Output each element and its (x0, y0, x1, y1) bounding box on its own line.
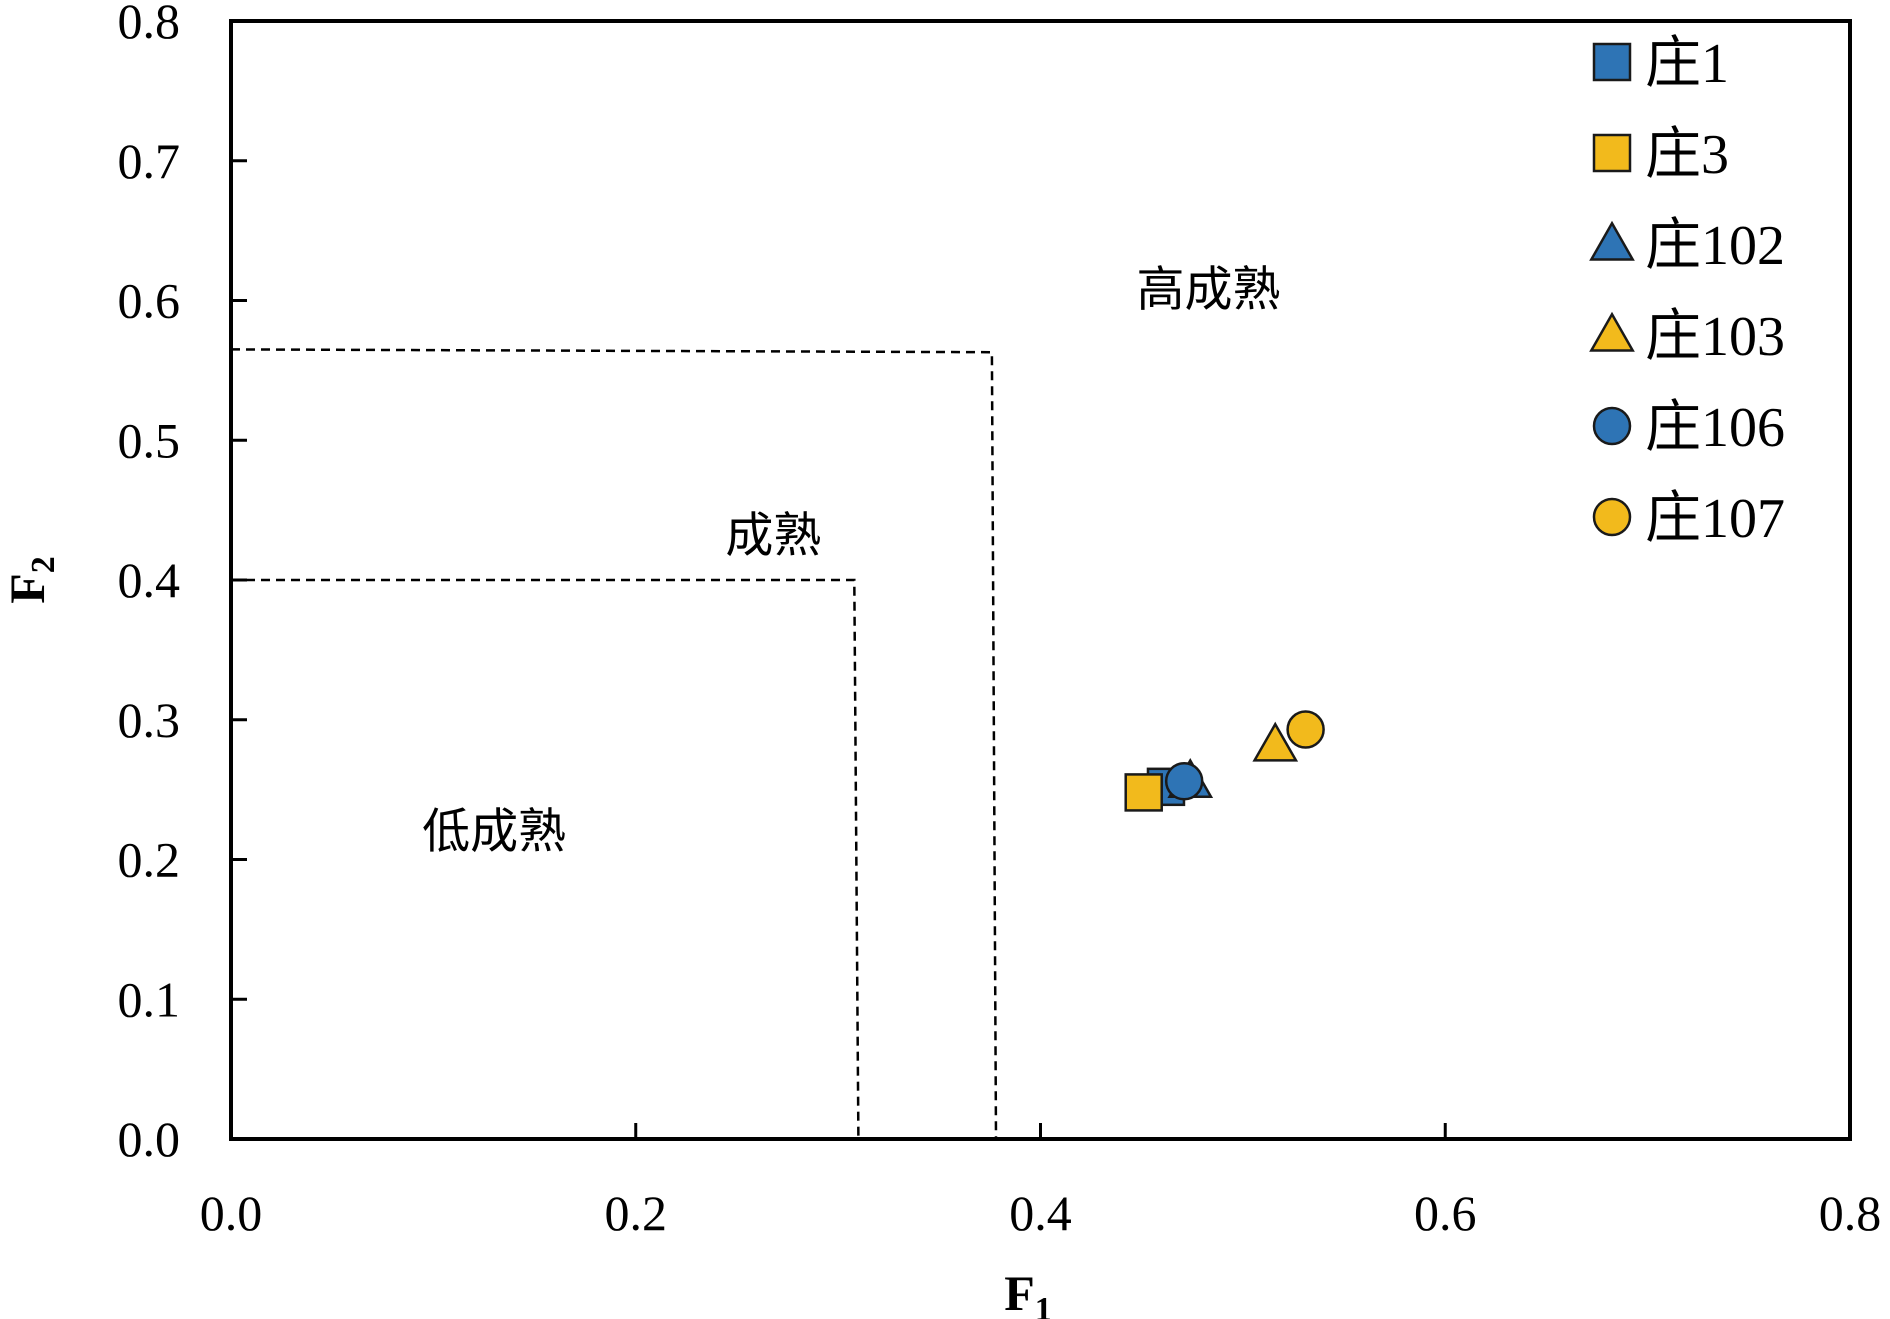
x-axis-ticks: 0.0 0.2 0.4 0.6 0.8 (200, 1123, 1882, 1241)
legend-marker (1589, 220, 1635, 261)
legend-label: 庄102 (1645, 215, 1785, 277)
y-axis-ticks: 0.0 0.1 0.2 0.3 0.4 0.5 0.6 0.7 0.8 (118, 0, 247, 1167)
data-point (1252, 721, 1299, 762)
data-point (1164, 761, 1204, 801)
region-label: 高成熟 (1136, 263, 1280, 316)
y-tick-label: 0.1 (118, 971, 181, 1027)
region-label: 低成熟 (422, 806, 566, 859)
y-tick-label: 0.8 (118, 0, 181, 49)
x-tick-label: 0.4 (1009, 1185, 1072, 1241)
legend-marker (1592, 133, 1632, 173)
legend-item: 庄103 (1589, 306, 1785, 368)
x-tick-label: 0.2 (605, 1185, 668, 1241)
y-tick-label: 0.0 (118, 1111, 181, 1167)
legend-label: 庄103 (1645, 306, 1785, 368)
low-mature-boundary (231, 578, 860, 1140)
data-point (1124, 773, 1163, 812)
region-label: 成熟 (725, 509, 821, 562)
legend-marker (1592, 406, 1632, 446)
legend-label: 庄1 (1645, 33, 1729, 95)
legend-item: 庄1 (1592, 33, 1729, 95)
y-tick-label: 0.2 (118, 832, 181, 888)
x-axis-title: F1 (1004, 1265, 1052, 1319)
y-tick-label: 0.3 (118, 692, 181, 748)
data-point (1286, 710, 1325, 749)
region-labels: 低成熟 成熟 高成熟 (422, 263, 1280, 858)
legend-marker (1592, 497, 1632, 537)
legend-label: 庄107 (1645, 488, 1785, 550)
x-tick-label: 0.0 (200, 1185, 263, 1241)
data-points (1124, 710, 1325, 812)
x-tick-label: 0.8 (1819, 1185, 1882, 1241)
boundary-lines (230, 348, 998, 1140)
legend-marker (1589, 311, 1635, 352)
x-tick-label: 0.6 (1414, 1185, 1477, 1241)
y-tick-label: 0.7 (118, 133, 181, 189)
legend: 庄1 庄3 庄102 庄103 庄106 庄107 (1589, 33, 1785, 550)
y-axis-title: F2 (0, 556, 62, 604)
legend-item: 庄102 (1589, 215, 1785, 277)
legend-label: 庄106 (1645, 397, 1785, 459)
legend-label: 庄3 (1645, 124, 1729, 186)
y-tick-label: 0.6 (118, 273, 181, 329)
legend-item: 庄3 (1592, 124, 1729, 186)
legend-item: 庄106 (1592, 397, 1785, 459)
mature-boundary (230, 348, 998, 1140)
y-tick-label: 0.4 (118, 552, 181, 608)
legend-marker (1592, 42, 1632, 82)
y-tick-label: 0.5 (118, 412, 181, 468)
legend-item: 庄107 (1592, 488, 1785, 550)
